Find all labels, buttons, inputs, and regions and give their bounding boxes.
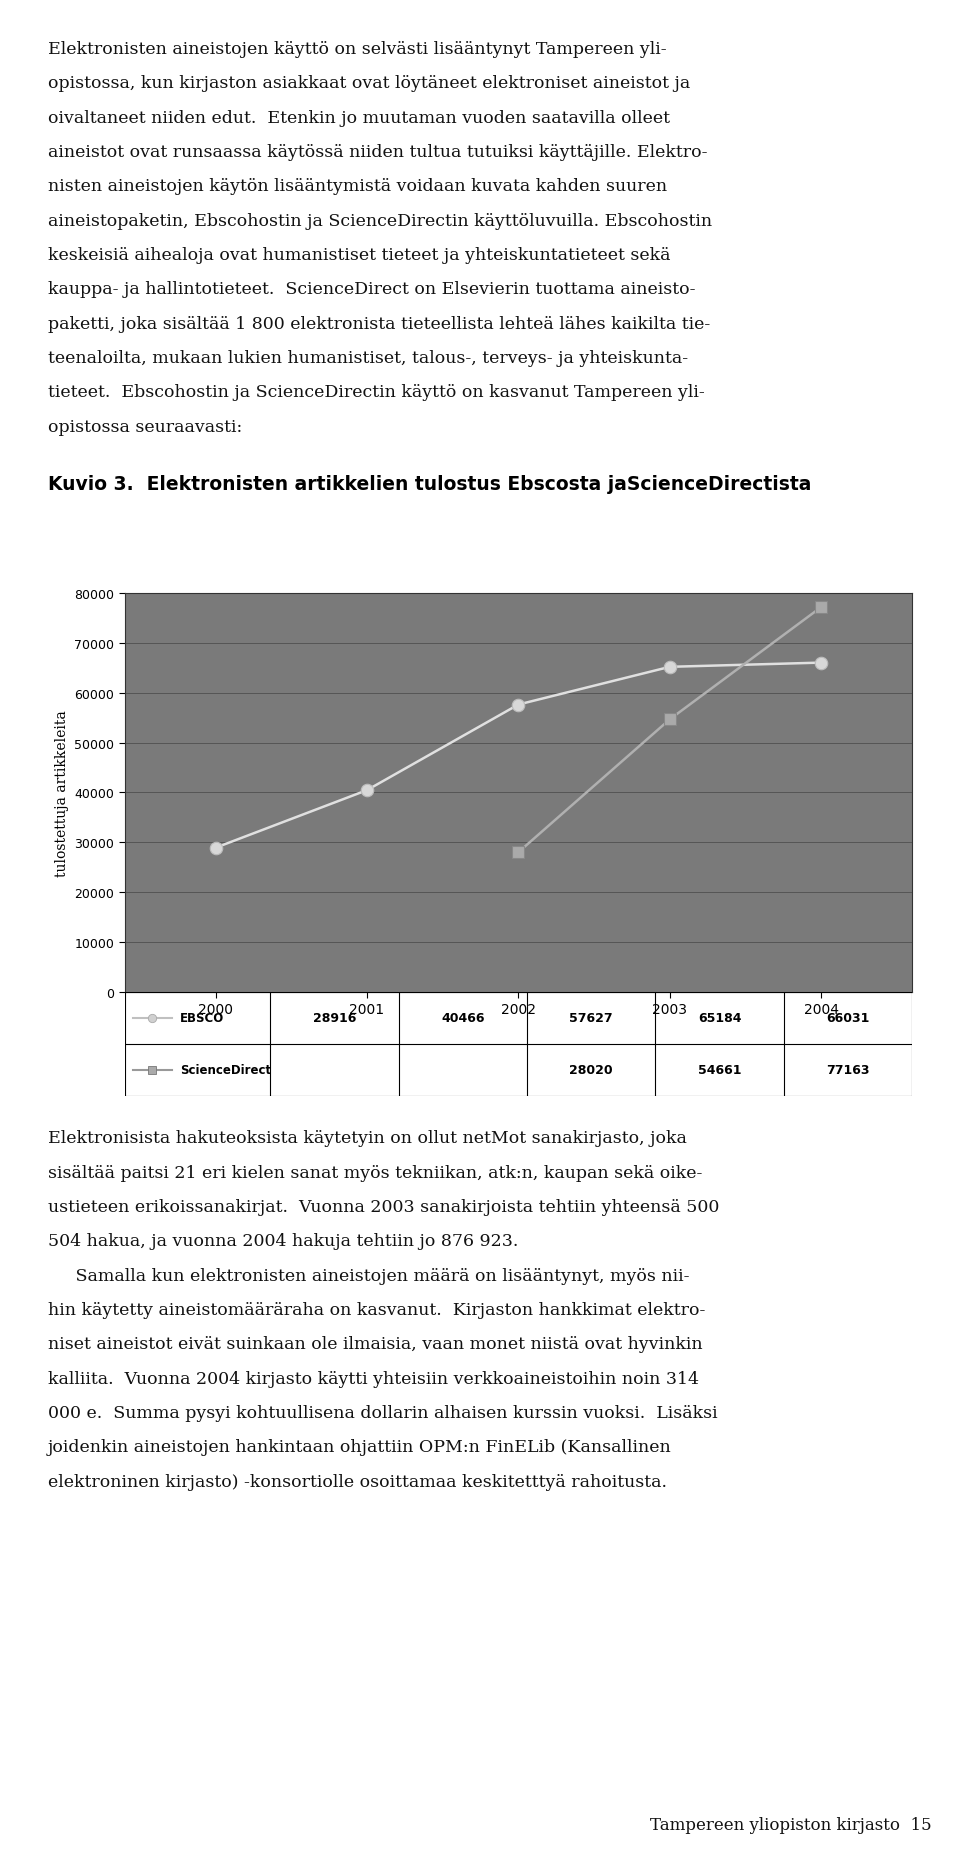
Text: 504 hakua, ja vuonna 2004 hakuja tehtiin jo 876 923.: 504 hakua, ja vuonna 2004 hakuja tehtiin…	[48, 1232, 518, 1250]
EBSCO	[513, 694, 524, 716]
Text: paketti, joka sisältää 1 800 elektronista tieteellista lehteä lähes kaikilta tie: paketti, joka sisältää 1 800 elektronist…	[48, 315, 710, 332]
Text: opistossa, kun kirjaston asiakkaat ovat löytäneet elektroniset aineistot ja: opistossa, kun kirjaston asiakkaat ovat …	[48, 74, 690, 93]
Text: nisten aineistojen käytön lisääntymistä voidaan kuvata kahden suuren: nisten aineistojen käytön lisääntymistä …	[48, 178, 667, 195]
Text: keskeisiä aihealoja ovat humanistiset tieteet ja yhteiskuntatieteet sekä: keskeisiä aihealoja ovat humanistiset ti…	[48, 247, 670, 263]
Text: 000 e.  Summa pysyi kohtuullisena dollarin alhaisen kurssin vuoksi.  Lisäksi: 000 e. Summa pysyi kohtuullisena dollari…	[48, 1404, 718, 1421]
Text: niset aineistot eivät suinkaan ole ilmaisia, vaan monet niistä ovat hyvinkin: niset aineistot eivät suinkaan ole ilmai…	[48, 1336, 703, 1352]
Text: tieteet.  Ebscohostin ja ScienceDirectin käyttö on kasvanut Tampereen yli-: tieteet. Ebscohostin ja ScienceDirectin …	[48, 384, 705, 401]
Text: teenaloilta, mukaan lukien humanistiset, talous-, terveys- ja yhteiskunta-: teenaloilta, mukaan lukien humanistiset,…	[48, 349, 688, 367]
Text: aineistopaketin, Ebscohostin ja ScienceDirectin käyttöluvuilla. Ebscohostin: aineistopaketin, Ebscohostin ja ScienceD…	[48, 213, 712, 230]
Text: Elektronisten aineistojen käyttö on selvästi lisääntynyt Tampereen yli-: Elektronisten aineistojen käyttö on selv…	[48, 41, 666, 58]
Text: 57627: 57627	[569, 1011, 613, 1026]
Text: aineistot ovat runsaassa käytössä niiden tultua tutuiksi käyttäjille. Elektro-: aineistot ovat runsaassa käytössä niiden…	[48, 143, 708, 161]
Text: kalliita.  Vuonna 2004 kirjasto käytti yhteisiin verkkoaineistoihin noin 314: kalliita. Vuonna 2004 kirjasto käytti yh…	[48, 1369, 699, 1388]
Text: EBSCO: EBSCO	[180, 1011, 224, 1026]
Line: ScienceDirect: ScienceDirect	[512, 601, 828, 859]
ScienceDirect	[664, 709, 676, 731]
EBSCO	[361, 779, 372, 801]
Text: Tampereen yliopiston kirjasto  15: Tampereen yliopiston kirjasto 15	[650, 1816, 931, 1833]
Text: sisältää paitsi 21 eri kielen sanat myös tekniikan, atk:n, kaupan sekä oike-: sisältää paitsi 21 eri kielen sanat myös…	[48, 1165, 703, 1182]
Text: 66031: 66031	[827, 1011, 870, 1026]
Text: 54661: 54661	[698, 1063, 741, 1078]
Text: Kuvio 3.  Elektronisten artikkelien tulostus Ebscosta jaScienceDirectista: Kuvio 3. Elektronisten artikkelien tulos…	[48, 475, 811, 493]
Text: joidenkin aineistojen hankintaan ohjattiin OPM:n FinELib (Kansallinen: joidenkin aineistojen hankintaan ohjatti…	[48, 1439, 672, 1456]
Text: 28916: 28916	[313, 1011, 356, 1026]
Text: 65184: 65184	[698, 1011, 741, 1026]
Text: 77163: 77163	[827, 1063, 870, 1078]
EBSCO	[815, 653, 827, 675]
Text: ScienceDirect: ScienceDirect	[180, 1063, 271, 1078]
EBSCO	[210, 837, 222, 859]
Y-axis label: tulostettuja artikkeleita: tulostettuja artikkeleita	[55, 710, 69, 876]
ScienceDirect	[513, 842, 524, 864]
Text: Elektronisista hakuteoksista käytetyin on ollut netMot sanakirjasto, joka: Elektronisista hakuteoksista käytetyin o…	[48, 1130, 686, 1146]
Text: Samalla kun elektronisten aineistojen määrä on lisääntynyt, myös nii-: Samalla kun elektronisten aineistojen mä…	[48, 1267, 689, 1284]
Text: hin käytetty aineistomääräraha on kasvanut.  Kirjaston hankkimat elektro-: hin käytetty aineistomääräraha on kasvan…	[48, 1302, 706, 1319]
Line: EBSCO: EBSCO	[209, 657, 828, 855]
Text: ustieteen erikoissanakirjat.  Vuonna 2003 sanakirjoista tehtiin yhteensä 500: ustieteen erikoissanakirjat. Vuonna 2003…	[48, 1198, 719, 1215]
Text: elektroninen kirjasto) -konsortiolle osoittamaa keskitetttyä rahoitusta.: elektroninen kirjasto) -konsortiolle oso…	[48, 1473, 667, 1490]
EBSCO	[664, 657, 676, 679]
Text: opistossa seuraavasti:: opistossa seuraavasti:	[48, 419, 242, 436]
ScienceDirect	[815, 597, 827, 620]
Text: oivaltaneet niiden edut.  Etenkin jo muutaman vuoden saatavilla olleet: oivaltaneet niiden edut. Etenkin jo muut…	[48, 109, 670, 126]
Text: 28020: 28020	[569, 1063, 613, 1078]
Text: kauppa- ja hallintotieteet.  ScienceDirect on Elsevierin tuottama aineisto-: kauppa- ja hallintotieteet. ScienceDirec…	[48, 280, 695, 299]
Text: 40466: 40466	[442, 1011, 485, 1026]
